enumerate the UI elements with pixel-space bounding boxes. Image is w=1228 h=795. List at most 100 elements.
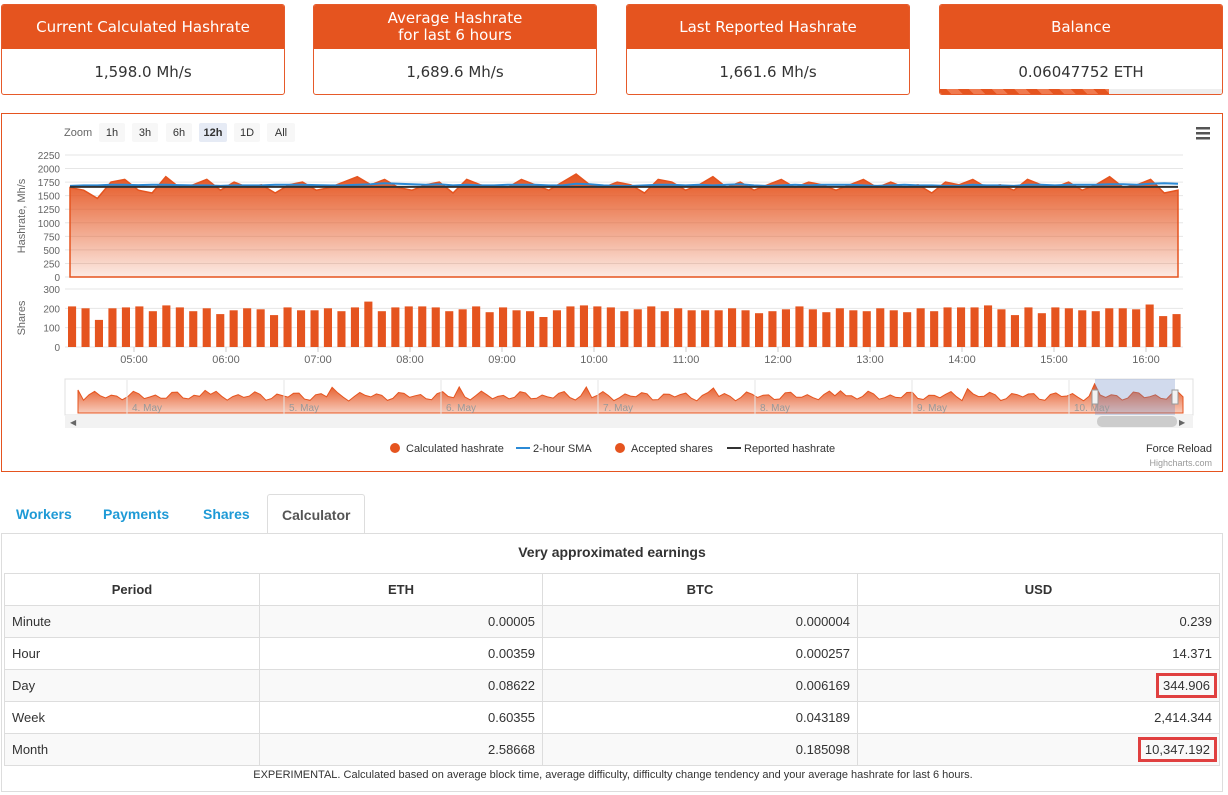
shares-bar [216, 314, 225, 347]
x-tick-label: 11:00 [673, 354, 700, 366]
zoom-button-label[interactable]: All [275, 127, 287, 139]
hashrate-tick-label: 750 [43, 232, 60, 243]
shares-bar [283, 307, 292, 347]
usd-cell: 10,347.192 [857, 733, 1220, 766]
hashrate-tick-label: 2000 [38, 165, 61, 176]
shares-bar [1132, 309, 1141, 347]
table-row: Month 2.58668 0.185098 10,347.192 [4, 733, 1220, 766]
eth-cell: 0.00359 [259, 637, 543, 670]
force-reload-button[interactable]: Force Reload [1146, 443, 1212, 455]
hashrate-tick-label: 2250 [38, 151, 61, 162]
table-row: Hour 0.00359 0.000257 14.371 [4, 637, 1220, 670]
x-tick-label: 13:00 [856, 354, 884, 366]
zoom-button-label[interactable]: 1h [106, 127, 118, 139]
table-row: Day 0.08622 0.006169 344.906 [4, 669, 1220, 702]
eth-cell: 0.00005 [259, 605, 543, 638]
tab-workers[interactable]: Workers [16, 506, 72, 522]
balance-card: Balance 0.06047752 ETH [939, 4, 1223, 95]
shares-bar [862, 311, 871, 347]
zoom-button-3h[interactable] [132, 123, 158, 142]
tab-payments[interactable]: Payments [103, 506, 170, 522]
shares-bar [391, 307, 400, 347]
shares-bar [472, 306, 481, 347]
shares-bar [1024, 307, 1033, 347]
shares-bar [1064, 308, 1073, 347]
shares-bar [270, 315, 279, 347]
table-row: Week 0.60355 0.043189 2,414.344 [4, 701, 1220, 734]
calculator-panel: Very approximated earnings Period ETH BT… [1, 533, 1223, 792]
current-hashrate-value: 1,598.0 Mh/s [94, 63, 192, 81]
scrollbar-track [65, 415, 1193, 428]
balance-title: Balance [940, 5, 1222, 49]
zoom-button-label[interactable]: 1D [240, 127, 254, 139]
hashrate-tick-label: 0 [54, 273, 60, 284]
tab-calculator[interactable]: Calculator [267, 494, 366, 534]
current-hashrate-title: Current Calculated Hashrate [2, 5, 284, 49]
zoom-button-label[interactable]: 3h [139, 127, 151, 139]
header-usd: USD [857, 573, 1220, 606]
earnings-table: Period ETH BTC USD Minute 0.00005 0.000004… [4, 573, 1220, 766]
zoom-button-label[interactable]: 12h [204, 127, 223, 139]
btc-cell: 0.006169 [542, 669, 858, 702]
shares-bar [835, 308, 844, 347]
shares-tick-label: 300 [43, 285, 60, 296]
shares-bar [350, 307, 359, 347]
legend-item[interactable]: 2-hour SMA [533, 443, 592, 455]
shares-bar [108, 308, 117, 347]
reported-hashrate-card: Last Reported Hashrate 1,661.6 Mh/s [626, 4, 910, 95]
zoom-button-label[interactable]: 6h [173, 127, 185, 139]
hashrate-tick-label: 250 [43, 259, 60, 270]
shares-bar [135, 306, 144, 347]
calculator-footnote: EXPERIMENTAL. Calculated based on averag… [253, 769, 973, 781]
scroll-left-icon[interactable]: ◀ [70, 418, 77, 427]
legend-item[interactable]: Reported hashrate [744, 443, 835, 455]
shares-bar [889, 310, 898, 347]
legend-item[interactable]: Accepted shares [631, 443, 713, 455]
x-tick-label: 09:00 [488, 354, 516, 366]
shares-bar [512, 310, 521, 347]
navigator-label: 4. May [132, 403, 162, 414]
navigator-handle-right[interactable] [1171, 389, 1179, 405]
shares-bar [728, 308, 737, 347]
shares-bar [377, 311, 386, 347]
navigator-label: 10. May [1074, 403, 1110, 414]
usd-cell: 344.906 [857, 669, 1220, 702]
btc-cell: 0.000257 [542, 637, 858, 670]
hashrate-tick-label: 1750 [38, 178, 61, 189]
shares-bar [552, 310, 561, 347]
shares-bar [660, 311, 669, 347]
shares-bar [1037, 313, 1046, 347]
shares-bar [943, 307, 952, 347]
legend-marker [615, 443, 625, 453]
navigator-handle-left[interactable] [1091, 389, 1099, 405]
scrollbar-thumb[interactable] [1097, 416, 1177, 427]
tab-shares[interactable]: Shares [203, 506, 250, 522]
zoom-button-6h[interactable] [166, 123, 192, 142]
zoom-button-1D[interactable] [234, 123, 260, 142]
shares-tick-label: 200 [43, 304, 60, 315]
hamburger-menu-icon[interactable] [1196, 127, 1210, 140]
sma-line [69, 182, 1179, 187]
usd-cell: 0.239 [857, 605, 1220, 638]
zoom-button-All[interactable] [267, 123, 295, 142]
balance-progress-bar [940, 89, 1222, 94]
scroll-right-icon[interactable]: ▶ [1179, 418, 1186, 427]
btc-cell: 0.043189 [542, 701, 858, 734]
shares-bar [526, 311, 535, 347]
zoom-button-12h[interactable] [199, 123, 227, 142]
shares-bar [256, 309, 265, 347]
navigator-label: 8. May [760, 403, 790, 414]
navigator-label: 6. May [446, 403, 476, 414]
shares-bar [1105, 308, 1114, 347]
shares-bar [229, 310, 238, 347]
hashrate-tick-label: 1250 [38, 205, 61, 216]
shares-bar [499, 307, 508, 347]
shares-axis-label: Shares [16, 300, 28, 335]
zoom-button-1h[interactable] [99, 123, 125, 142]
shares-bar [687, 310, 696, 347]
shares-bar [701, 310, 710, 347]
table-row: Minute 0.00005 0.000004 0.239 [4, 605, 1220, 638]
x-tick-label: 14:00 [948, 354, 976, 366]
legend-item[interactable]: Calculated hashrate [406, 443, 504, 455]
highlighted-value: 10,347.192 [1137, 737, 1217, 762]
